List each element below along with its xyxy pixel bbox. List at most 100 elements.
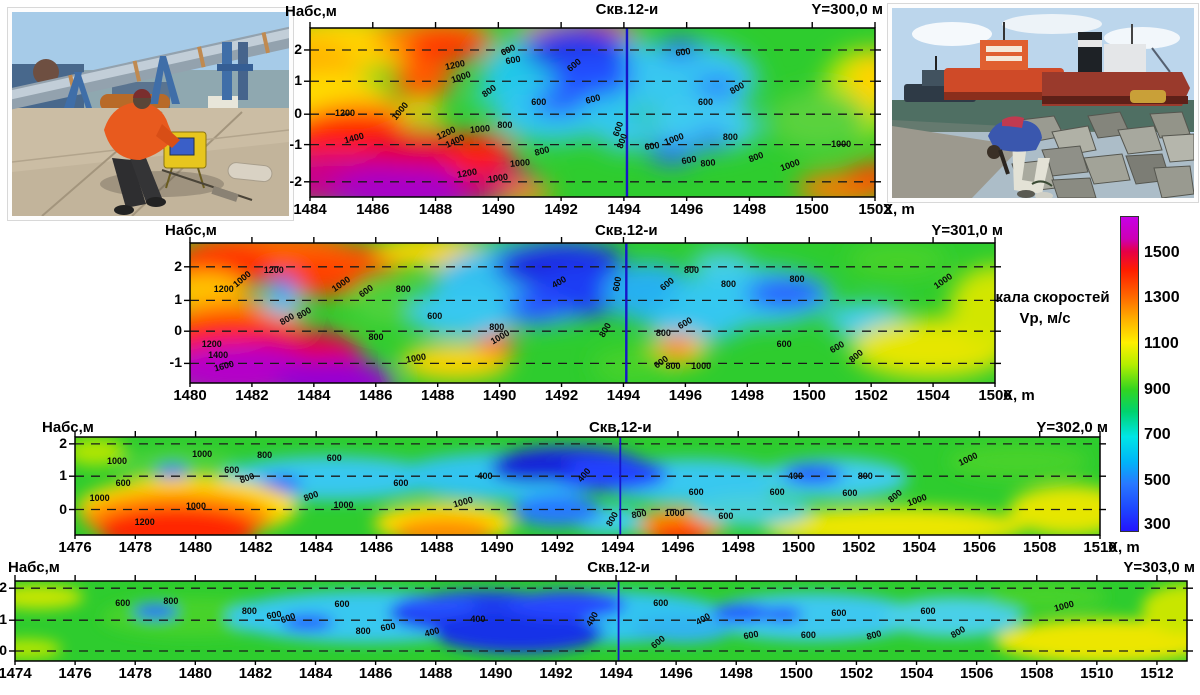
x-tick-label: 1496 <box>661 539 695 556</box>
colorbar-gradient <box>1120 216 1139 532</box>
y-axis-label: Набс,м <box>285 3 337 20</box>
x-tick-label: 1506 <box>962 539 997 556</box>
contour-label: 800 <box>368 331 384 342</box>
contour-label: 1200 <box>134 517 155 528</box>
x-tick-label: 1484 <box>297 387 331 404</box>
x-tick-label: 1498 <box>721 539 755 556</box>
colorbar-tick-label: 1100 <box>1144 335 1179 353</box>
y-axis-label: Набс,м <box>42 419 94 436</box>
x-tick-label: 1482 <box>239 539 273 556</box>
contour-label: 800 <box>489 322 505 332</box>
x-tick-label: 1490 <box>482 387 517 404</box>
contour-label: 600 <box>831 608 847 618</box>
contour-label: 600 <box>776 338 792 349</box>
x-tick-label: 1494 <box>600 539 635 556</box>
y-tick-label: 1 <box>174 291 182 308</box>
contour-label: 1000 <box>107 455 128 466</box>
colorbar-title-line2: Vp, м/с <box>1019 310 1071 327</box>
x-tick-label: 1486 <box>359 387 393 404</box>
y-tick-label: 1 <box>0 611 7 628</box>
x-tick-label: 1498 <box>732 201 767 218</box>
contour-label: 600 <box>115 597 131 608</box>
x-tick-label: 1492 <box>540 539 575 556</box>
x-tick-label: 1480 <box>178 665 212 682</box>
contour-label: 800 <box>395 284 411 295</box>
contour-label: 600 <box>393 477 409 488</box>
x-tick-label: 1488 <box>420 539 454 556</box>
colorbar-tick-label: 300 <box>1144 515 1171 533</box>
contour-label: 400 <box>477 471 493 482</box>
contour-label: 600 <box>674 45 692 58</box>
y-tick-label: -1 <box>169 354 182 371</box>
contour-label: 400 <box>788 471 804 482</box>
x-tick-label: 1496 <box>668 387 703 404</box>
contour-label: 1000 <box>185 500 206 511</box>
x-tick-label: 1480 <box>178 539 213 556</box>
x-tick-label: 1502 <box>854 387 888 404</box>
x-tick-label: 1502 <box>839 665 874 682</box>
contour-label: 600 <box>920 606 936 617</box>
x-axis-unit: X, m <box>1108 539 1140 556</box>
x-tick-label: 1480 <box>173 387 207 404</box>
x-tick-label: 1488 <box>418 201 453 218</box>
contour-label: 1000 <box>192 448 213 459</box>
contour-label: 800 <box>683 264 700 275</box>
contour-label: 1000 <box>831 138 852 149</box>
y-tick-label: 0 <box>294 105 302 122</box>
x-tick-label: 1478 <box>118 665 152 682</box>
x-tick-label: 1486 <box>358 665 393 682</box>
contour-label: 800 <box>241 605 257 616</box>
contour-label: 800 <box>789 274 805 285</box>
y-tick-label: 2 <box>294 40 302 57</box>
photo-left-illustration <box>12 12 289 216</box>
velocity-field-panel-3 <box>69 431 1106 539</box>
x-tick-label: 1508 <box>1023 539 1057 556</box>
x-tick-label: 1508 <box>1020 665 1054 682</box>
x-tick-label: 1492 <box>544 201 578 218</box>
contour-label: 800 <box>163 596 179 606</box>
colorbar-title-line1: Шкала скоростей <box>980 289 1110 306</box>
x-tick-label: 1484 <box>293 201 327 218</box>
x-axis-unit: X, m <box>883 201 915 218</box>
contour-label: 600 <box>653 597 669 608</box>
colorbar-tick-label: 500 <box>1144 472 1171 490</box>
x-tick-label: 1512 <box>1140 665 1174 682</box>
panel-title: Скв.12-и <box>587 559 650 576</box>
contour-label: 1400 <box>208 350 229 360</box>
photo-harbor-survey <box>888 4 1198 202</box>
x-tick-label: 1500 <box>781 539 816 556</box>
x-tick-label: 1478 <box>118 539 152 556</box>
section-label: Y=303,0 м <box>1123 559 1195 576</box>
panel-title: Скв.12-и <box>595 1 659 18</box>
contour-label: 800 <box>665 361 681 372</box>
x-tick-label: 1504 <box>899 665 934 682</box>
x-tick-label: 1474 <box>0 665 32 682</box>
contour-label: 1000 <box>691 361 712 372</box>
y-tick-label: -1 <box>289 135 302 152</box>
x-tick-label: 1498 <box>730 387 764 404</box>
contour-label: 600 <box>115 478 131 489</box>
section-label: Y=302,0 м <box>1036 419 1108 436</box>
y-tick-label: -2 <box>289 172 302 189</box>
x-tick-label: 1486 <box>359 539 394 556</box>
contour-label: 600 <box>531 97 547 108</box>
x-tick-label: 1490 <box>481 201 516 218</box>
x-tick-label: 1486 <box>356 201 390 218</box>
x-tick-label: 1476 <box>58 665 92 682</box>
x-tick-label: 1488 <box>421 387 455 404</box>
photo-field-survey-pipeline <box>8 8 293 220</box>
colorbar-tick-label: 900 <box>1144 380 1171 398</box>
x-tick-label: 1502 <box>842 539 876 556</box>
x-tick-label: 1488 <box>419 665 453 682</box>
contour-label: 600 <box>688 486 704 497</box>
contour-label: 400 <box>470 614 486 625</box>
colorbar-tick-label: 700 <box>1144 425 1171 443</box>
contour-label: 800 <box>721 278 737 289</box>
x-tick-label: 1500 <box>795 201 829 218</box>
contour-label: 1000 <box>333 499 354 510</box>
y-tick-label: 2 <box>59 434 67 451</box>
contour-label: 800 <box>700 157 717 169</box>
velocity-field-panel-4 <box>9 575 1193 665</box>
contour-label: 1200 <box>335 107 356 118</box>
contour-label: 600 <box>334 599 350 610</box>
